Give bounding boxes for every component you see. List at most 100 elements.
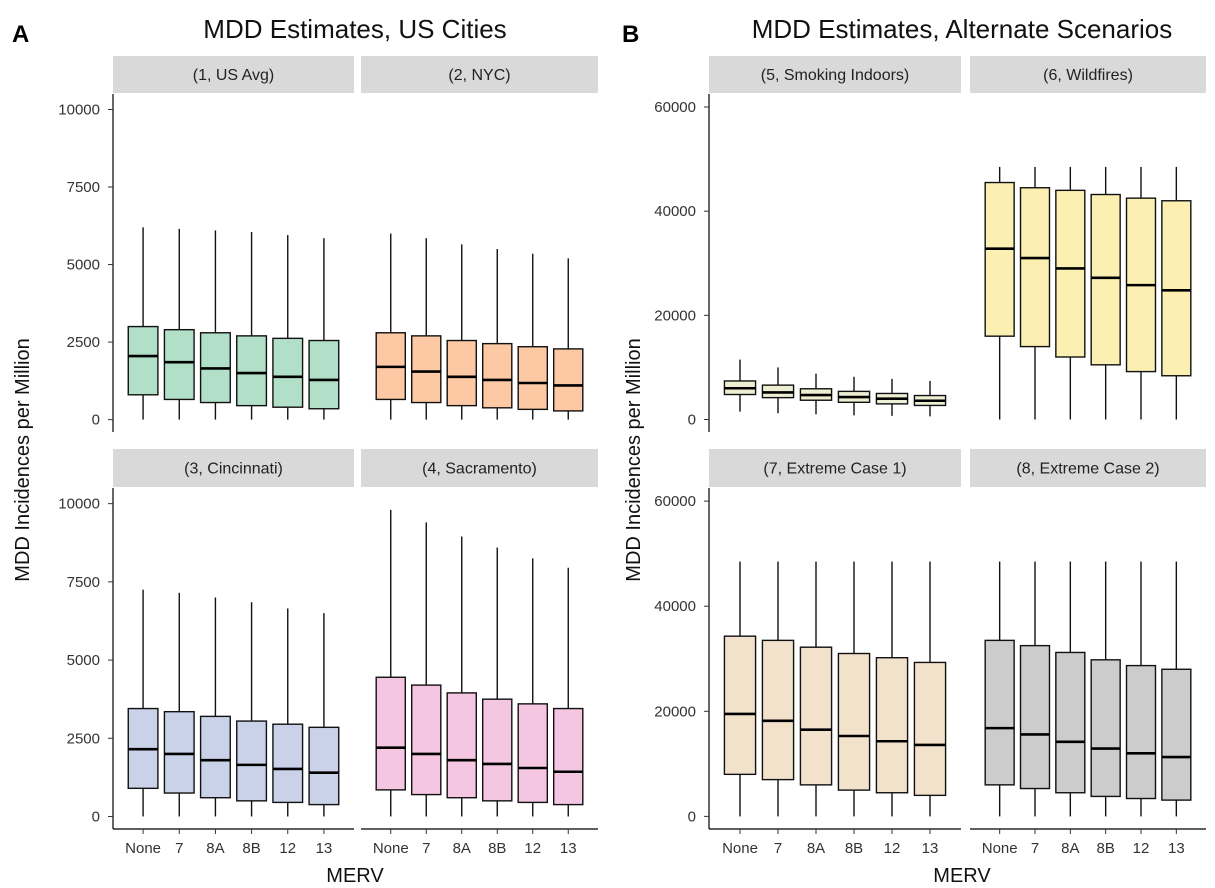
box-mark [272, 235, 304, 420]
y-tick-label: 2500 [67, 730, 100, 747]
box-body [1055, 651, 1086, 794]
x-tick-label: 12 [1133, 840, 1150, 857]
box-body [308, 339, 340, 410]
box-mark [1125, 166, 1157, 420]
box-body [1055, 189, 1086, 358]
box-body [481, 342, 513, 409]
facet-strip [970, 56, 1206, 93]
x-tick-label: 8B [1096, 840, 1114, 857]
y-tick-label: 7500 [67, 179, 100, 196]
box-mark [984, 561, 1015, 817]
box-mark [375, 509, 407, 817]
box-body [127, 325, 159, 396]
box-body [272, 723, 304, 804]
box-mark [163, 228, 195, 420]
box-body [163, 710, 195, 794]
box-mark [1019, 561, 1051, 817]
box-mark [127, 589, 159, 817]
facet-strip [113, 56, 354, 93]
y-tick-label: 10000 [58, 102, 100, 119]
facet-strip [361, 449, 598, 487]
box-body [799, 646, 833, 786]
y-tick-label: 20000 [654, 307, 696, 324]
y-tick-label: 7500 [67, 574, 100, 591]
box-body [913, 661, 947, 797]
x-tick-label: 12 [279, 840, 296, 857]
y-tick-label: 5000 [67, 257, 100, 274]
facet-strip [970, 449, 1206, 487]
facet-label: (3, Cincinnati) [184, 461, 283, 478]
x-tick-label: 8A [453, 840, 471, 857]
box-mark [1090, 561, 1121, 817]
facet-strip [361, 56, 598, 93]
box-mark [913, 380, 947, 417]
y-axis-title: MDD Incidences per Million [623, 338, 645, 581]
y-tick-label: 5000 [67, 652, 100, 669]
facet-panel: (3, Cincinnati) 0 2500 5000 7500 10000 None 7 8A… [58, 449, 354, 857]
box-mark [517, 253, 549, 420]
facet-panel: (1, US Avg) 0 2500 5000 7500 10000 [58, 56, 354, 432]
box-mark [410, 238, 442, 420]
chart-title: MDD Estimates, US Cities [203, 14, 506, 44]
y-tick-label: 20000 [654, 703, 696, 720]
x-tick-label: 8B [488, 840, 506, 857]
x-tick-label: None [982, 840, 1018, 857]
box-mark [875, 561, 909, 817]
y-tick-label: 10000 [58, 496, 100, 513]
panel-letter: B [622, 21, 639, 48]
box-mark [984, 166, 1015, 420]
box-mark [410, 522, 442, 817]
box-mark [163, 592, 195, 817]
box-body [1019, 187, 1051, 348]
box-mark [761, 561, 795, 817]
box-body [308, 726, 340, 806]
box-mark [1055, 561, 1086, 817]
x-axis-title: MERV [933, 865, 991, 887]
x-tick-label: 8A [1061, 840, 1079, 857]
x-tick-label: None [125, 840, 161, 857]
box-body [837, 652, 871, 791]
box-mark [481, 547, 513, 817]
box-mark [1055, 166, 1086, 420]
box-mark [913, 561, 947, 817]
box-mark [446, 244, 478, 420]
box-mark [517, 558, 549, 817]
facet-label: (2, NYC) [448, 67, 510, 84]
facet-label: (1, US Avg) [193, 67, 275, 84]
y-tick-label: 40000 [654, 203, 696, 220]
y-tick-label: 0 [688, 412, 696, 429]
box-mark [837, 561, 871, 817]
box-mark [837, 376, 871, 416]
box-body [1019, 644, 1051, 790]
x-tick-label: None [722, 840, 758, 857]
box-body [236, 720, 268, 802]
facet-label: (8, Extreme Case 2) [1016, 461, 1159, 478]
x-tick-label: 13 [560, 840, 577, 857]
box-mark [723, 561, 757, 817]
box-body [552, 348, 584, 412]
y-tick-label: 60000 [654, 99, 696, 116]
facet-strip [709, 56, 961, 93]
box-body [163, 328, 195, 401]
box-mark [481, 249, 513, 420]
box-body [723, 635, 757, 776]
y-axis-title: MDD Incidences per Million [12, 338, 34, 581]
box-body [272, 337, 304, 408]
x-tick-label: 7 [774, 840, 782, 857]
box-mark [1161, 561, 1192, 817]
box-mark [875, 378, 909, 416]
box-mark [723, 359, 757, 412]
box-mark [1125, 561, 1157, 817]
box-mark [1019, 166, 1051, 420]
box-body [410, 684, 442, 796]
box-body [517, 346, 549, 411]
y-tick-label: 60000 [654, 493, 696, 510]
facet-strip [113, 449, 354, 487]
box-mark [799, 373, 833, 415]
box-body [446, 339, 478, 407]
x-tick-label: None [373, 840, 409, 857]
x-tick-label: 7 [422, 840, 430, 857]
x-tick-label: 7 [175, 840, 183, 857]
box-body [875, 657, 909, 794]
box-mark [199, 597, 231, 817]
